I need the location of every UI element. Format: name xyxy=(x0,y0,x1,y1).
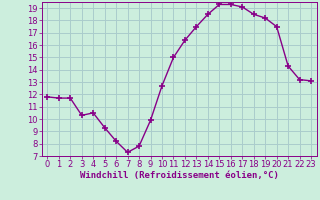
X-axis label: Windchill (Refroidissement éolien,°C): Windchill (Refroidissement éolien,°C) xyxy=(80,171,279,180)
